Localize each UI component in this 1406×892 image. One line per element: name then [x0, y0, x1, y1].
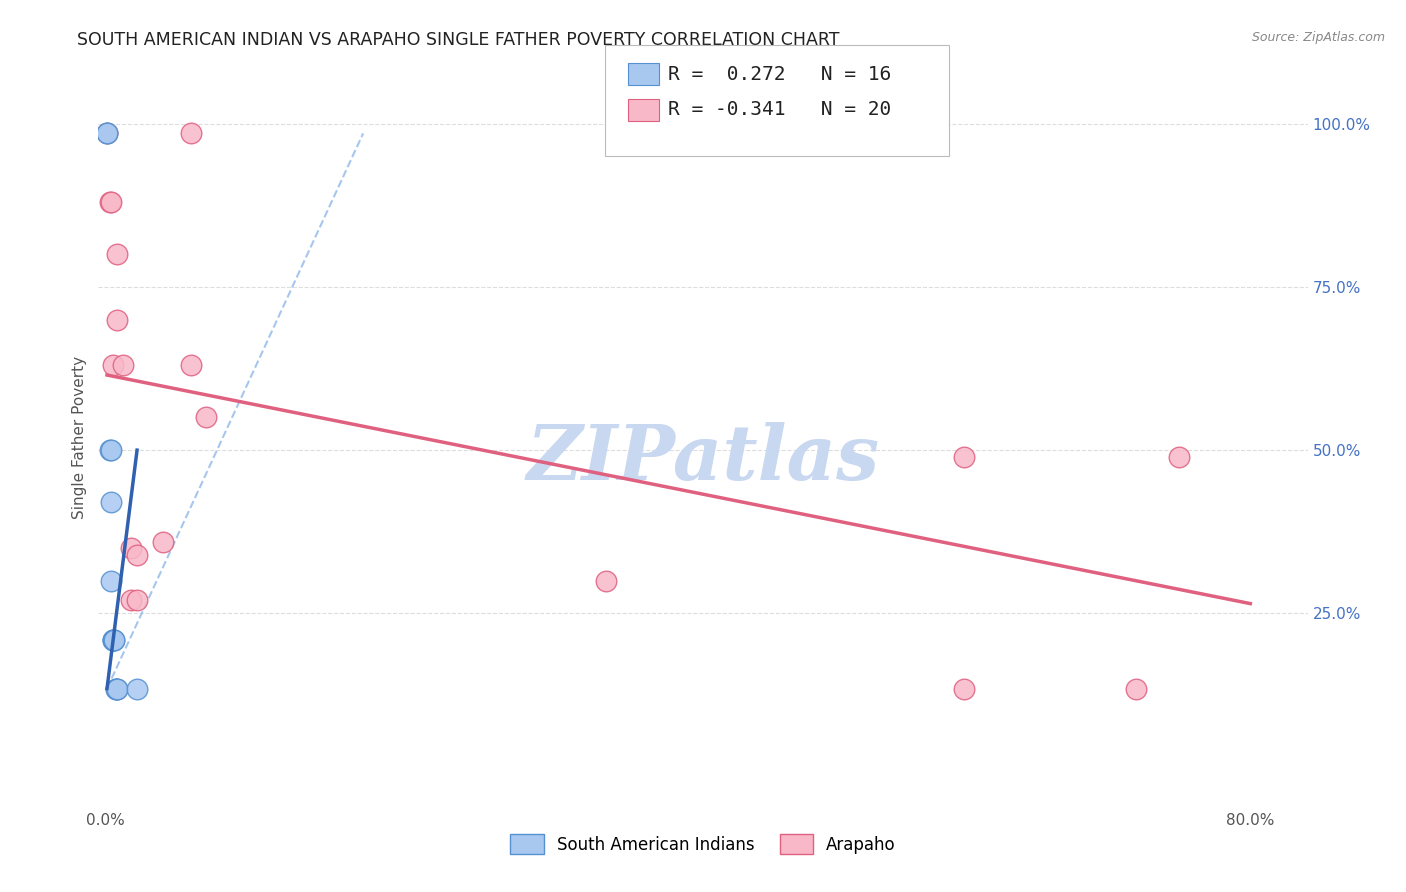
Point — [101, 632, 124, 647]
Legend: South American Indians, Arapaho: South American Indians, Arapaho — [503, 828, 903, 860]
Point — [120, 541, 142, 555]
Point — [953, 450, 976, 464]
Point — [180, 127, 202, 141]
Point — [1167, 450, 1189, 464]
Y-axis label: Single Father Poverty: Single Father Poverty — [72, 356, 87, 518]
Point — [595, 574, 617, 588]
Point — [98, 443, 121, 458]
Point — [111, 358, 134, 372]
Point — [152, 534, 174, 549]
Point — [101, 632, 124, 647]
Point — [1125, 681, 1147, 696]
Point — [105, 247, 128, 261]
Point — [104, 681, 127, 696]
Text: SOUTH AMERICAN INDIAN VS ARAPAHO SINGLE FATHER POVERTY CORRELATION CHART: SOUTH AMERICAN INDIAN VS ARAPAHO SINGLE … — [77, 31, 839, 49]
Point — [194, 410, 217, 425]
Point — [100, 194, 122, 209]
Point — [100, 443, 122, 458]
Text: Source: ZipAtlas.com: Source: ZipAtlas.com — [1251, 31, 1385, 45]
Text: R = -0.341   N = 20: R = -0.341 N = 20 — [668, 100, 891, 120]
Point — [103, 632, 125, 647]
Text: ZIPatlas: ZIPatlas — [526, 422, 880, 496]
Point — [120, 593, 142, 607]
Point — [101, 358, 124, 372]
Point — [100, 495, 122, 509]
Point — [105, 681, 128, 696]
Point — [96, 127, 118, 141]
Point — [125, 593, 148, 607]
Point — [125, 548, 148, 562]
Point — [953, 681, 976, 696]
Point — [180, 358, 202, 372]
Point — [104, 681, 127, 696]
Point — [96, 127, 118, 141]
Text: R =  0.272   N = 16: R = 0.272 N = 16 — [668, 64, 891, 84]
Point — [103, 632, 125, 647]
Point — [125, 681, 148, 696]
Point — [98, 194, 121, 209]
Point — [101, 632, 124, 647]
Point — [100, 574, 122, 588]
Point — [96, 127, 118, 141]
Point — [105, 681, 128, 696]
Point — [105, 312, 128, 326]
